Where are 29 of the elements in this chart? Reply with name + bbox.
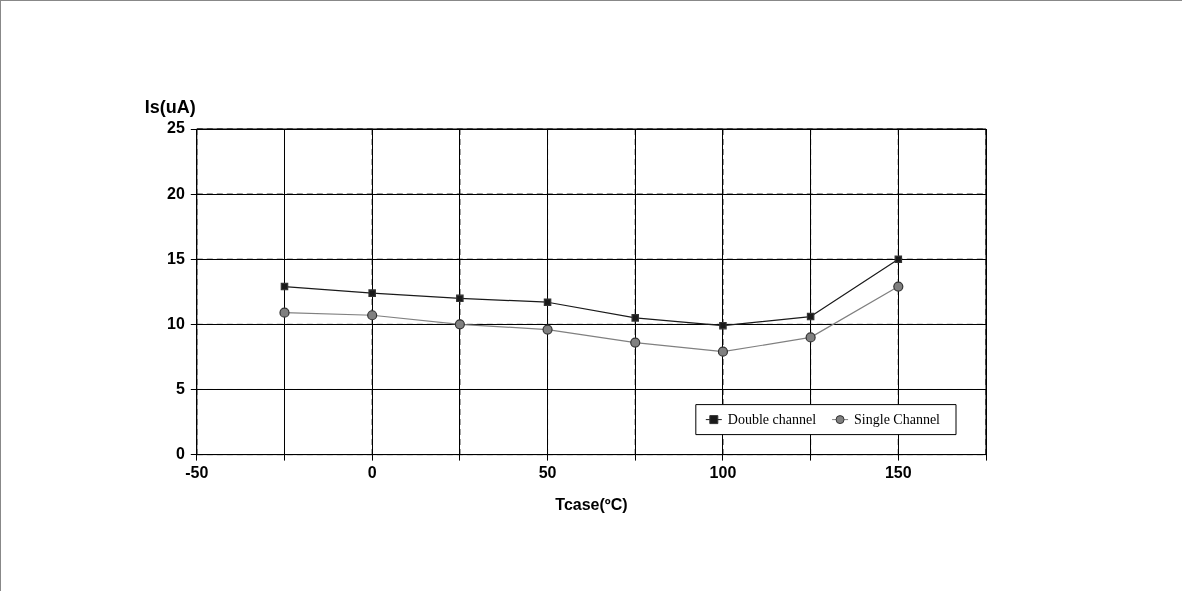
point	[719, 321, 727, 330]
point	[717, 346, 729, 357]
point	[893, 281, 904, 292]
point	[454, 319, 465, 330]
y-tick-label: 5	[175, 379, 185, 397]
y-tick-label: 0	[175, 445, 185, 463]
x-tick-label: 150	[884, 463, 912, 481]
y-tick-label: 15	[167, 249, 185, 267]
point	[279, 307, 290, 318]
y-axis-title: Is(uA)	[144, 96, 196, 117]
point	[894, 255, 903, 264]
x-tick-label: 100	[709, 463, 737, 481]
x-tick-label: 50	[538, 463, 557, 481]
point	[368, 289, 376, 297]
x-axis-title: Tcase(ºC)	[555, 495, 628, 513]
x-tick-label: -50	[185, 463, 209, 481]
point	[456, 294, 464, 303]
point	[367, 310, 378, 321]
point	[543, 298, 552, 306]
point	[805, 332, 816, 343]
y-tick-label: 10	[167, 314, 185, 332]
x-tick-label: 0	[367, 463, 377, 481]
point	[630, 337, 641, 348]
y-tick-label: 20	[167, 184, 185, 202]
y-tick-label: 25	[167, 119, 185, 137]
legend-label: Single Channel	[854, 412, 941, 428]
point	[631, 314, 640, 322]
point	[542, 324, 553, 335]
legend-label: Double channel	[727, 412, 817, 428]
